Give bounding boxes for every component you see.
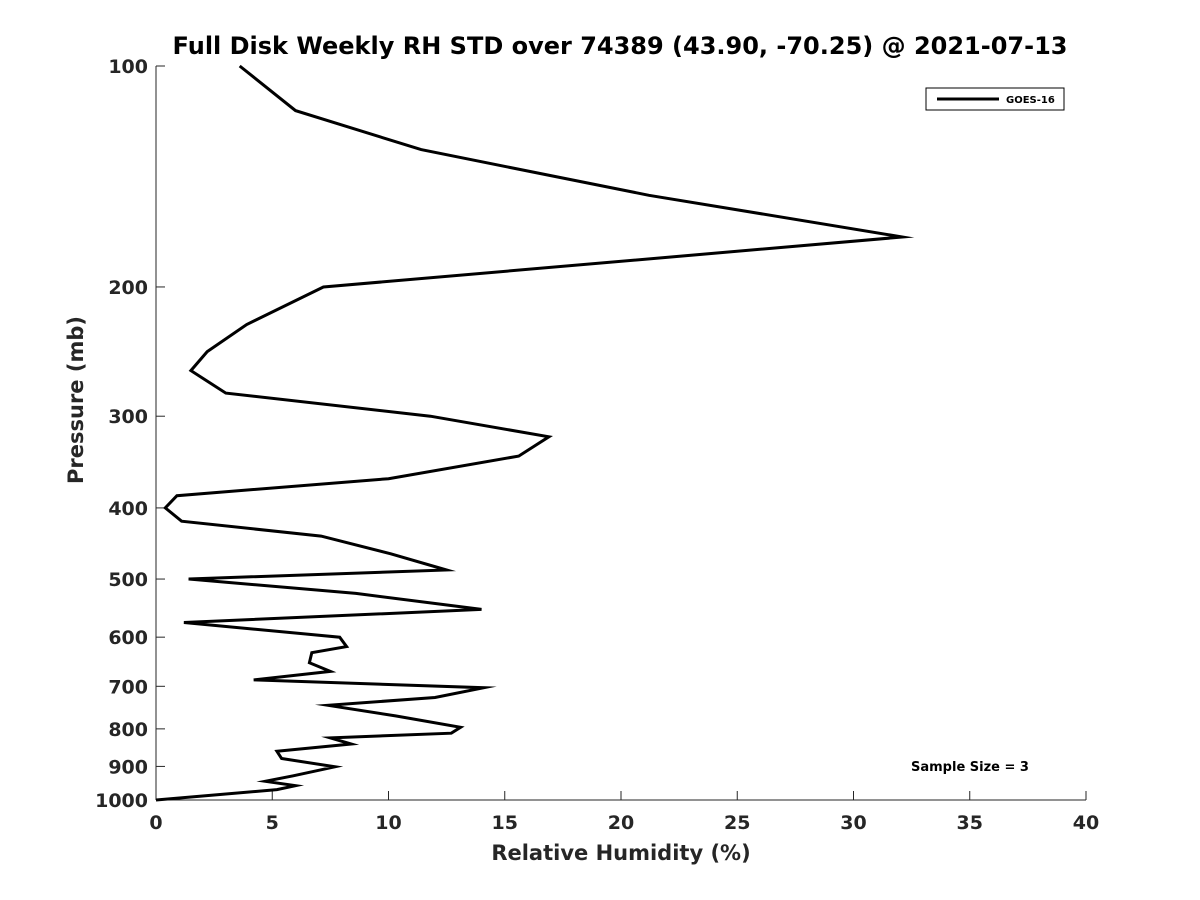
y-tick-label: 900 — [108, 756, 148, 778]
x-tick-label: 5 — [266, 812, 279, 834]
series-line-goes-16 — [155, 64, 915, 802]
y-tick-label: 300 — [108, 406, 148, 428]
legend-label-goes-16: GOES-16 — [1006, 95, 1055, 106]
y-tick-label: 700 — [108, 676, 148, 698]
y-tick-label: 600 — [108, 627, 148, 649]
y-tick-label: 1000 — [95, 790, 148, 812]
x-tick-label: 35 — [957, 812, 983, 834]
y-axis-label: Pressure (mb) — [64, 316, 88, 484]
chart-title: Full Disk Weekly RH STD over 74389 (43.9… — [173, 32, 1068, 60]
y-tick-label: 200 — [108, 277, 148, 299]
x-axis-label: Relative Humidity (%) — [491, 841, 750, 865]
y-tick-label: 500 — [108, 569, 148, 591]
x-tick-label: 0 — [149, 812, 162, 834]
plot-area — [156, 66, 1086, 800]
sample-size-annotation: Sample Size = 3 — [911, 760, 1029, 775]
y-tick-label: 800 — [108, 719, 148, 741]
x-tick-label: 25 — [724, 812, 750, 834]
y-tick-label: 400 — [108, 498, 148, 520]
x-tick-label: 20 — [608, 812, 634, 834]
x-tick-label: 10 — [375, 812, 401, 834]
series-layer — [155, 64, 915, 802]
axes: 0 5 10 15 20 25 30 35 40 100 200 300 400 500 600 700 800… — [95, 56, 1099, 834]
x-tick-label: 40 — [1073, 812, 1099, 834]
x-tick-label: 30 — [840, 812, 866, 834]
x-tick-label: 15 — [492, 812, 518, 834]
legend: GOES-16 — [925, 87, 1065, 111]
y-tick-label: 100 — [108, 56, 148, 78]
